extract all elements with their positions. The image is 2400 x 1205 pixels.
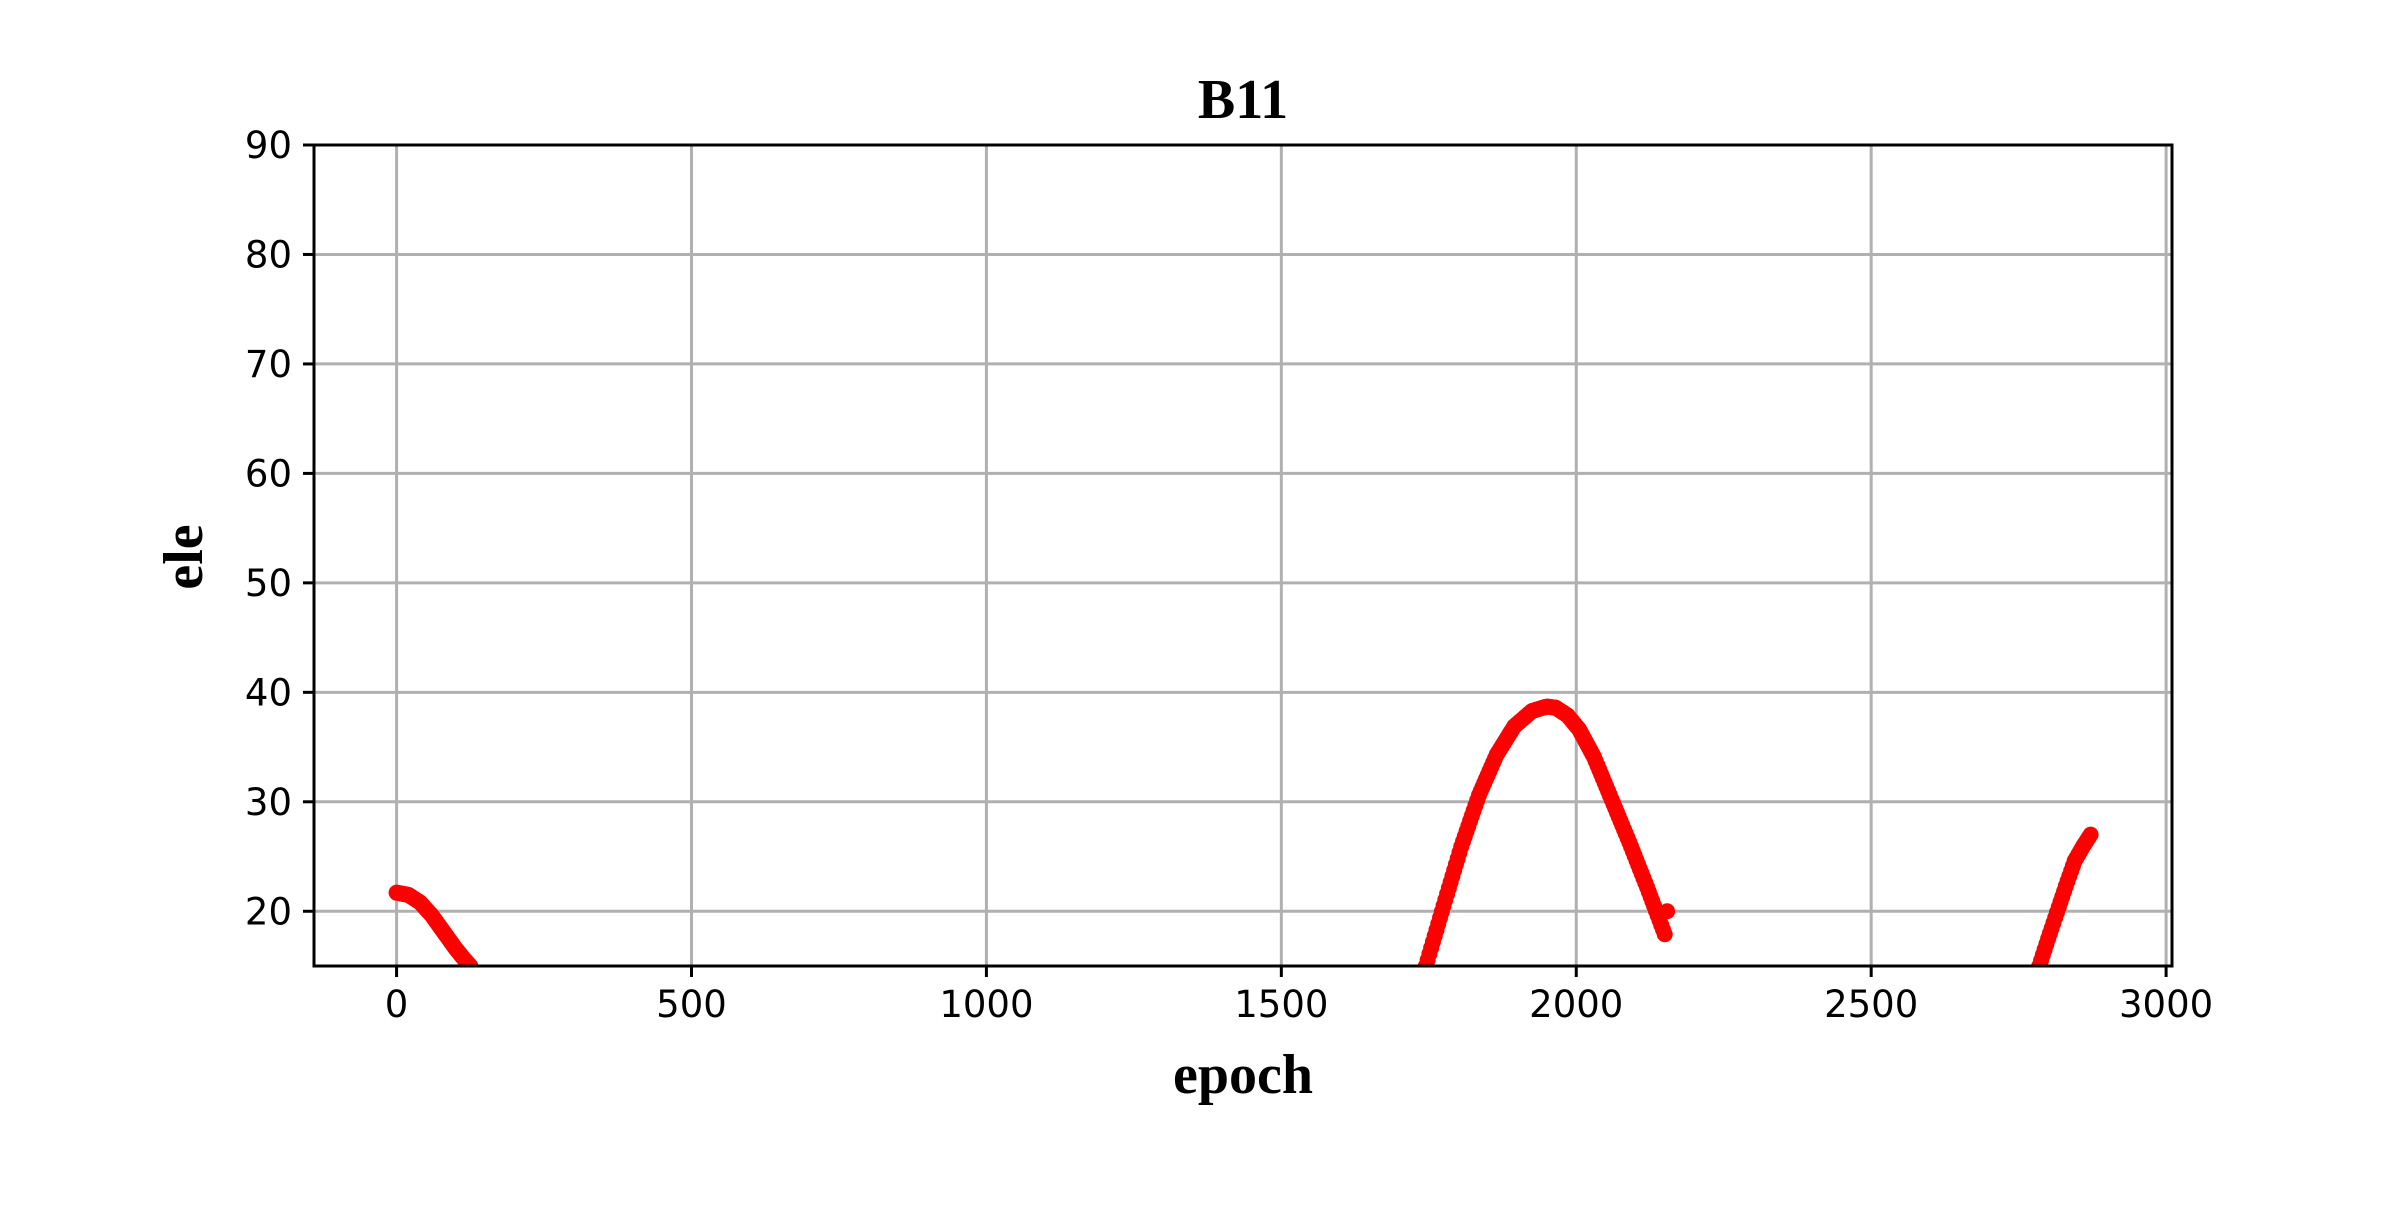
plot-data	[388, 698, 2099, 966]
y-tick-label: 40	[245, 671, 292, 714]
x-tick-label: 3000	[2119, 983, 2213, 1026]
x-tick-label: 0	[385, 983, 409, 1026]
y-tick-label: 50	[245, 562, 292, 605]
x-tick-label: 2000	[1529, 983, 1623, 1026]
y-tick-label: 60	[245, 452, 292, 495]
y-tick-label: 90	[245, 124, 292, 167]
x-tick-label: 500	[656, 983, 727, 1026]
y-tick-label: 80	[245, 233, 292, 276]
x-tick-label: 1000	[939, 983, 1033, 1026]
plot-frame	[312, 143, 2174, 968]
y-tick-label: 30	[245, 781, 292, 824]
grid	[314, 143, 2172, 966]
data-point	[2082, 826, 2099, 843]
chart-title: B11	[1198, 69, 1288, 131]
ticks: 0 500 1000 1500 2000 2500 3000 20 30 40 50 60 70 80 90	[245, 124, 2213, 1026]
data-point	[462, 958, 479, 966]
x-axis-label: epoch	[1173, 1044, 1313, 1106]
y-tick-label: 70	[245, 343, 292, 386]
data-point	[1659, 903, 1676, 920]
x-tick-label: 2500	[1824, 983, 1918, 1026]
data-point	[1656, 926, 1673, 943]
y-tick-label: 20	[245, 890, 292, 933]
x-tick-label: 1500	[1234, 983, 1328, 1026]
y-axis-label: ele	[153, 524, 215, 589]
